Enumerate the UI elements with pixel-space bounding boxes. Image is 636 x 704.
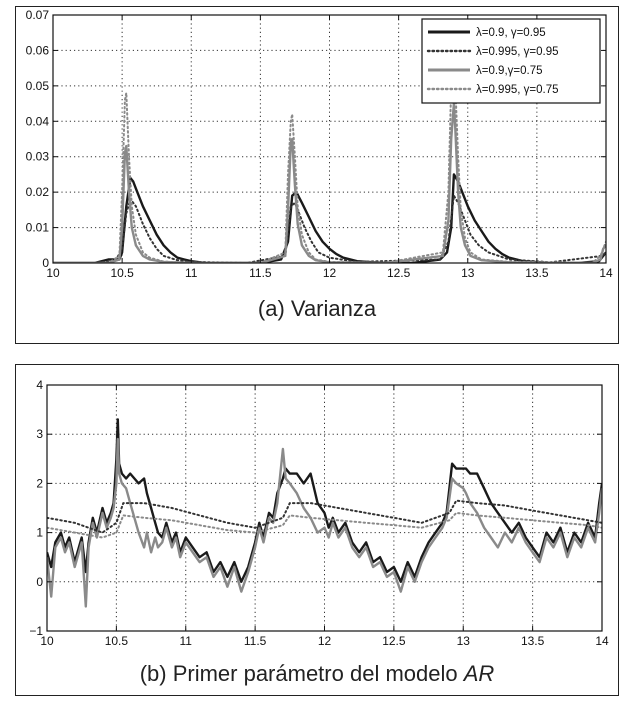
caption-text-b: Primer parámetro del modelo [172,661,458,686]
x-tick-label: 13 [457,634,471,648]
caption-tag-a: (a) [257,296,285,321]
x-tick-label: 13 [461,266,475,280]
x-tick-label: 12 [323,266,337,280]
chart-panel-variance: 10 10.5 11 11.5 12 12.5 13 13.5 14 0 0.01 0.02 0.03 0… [15,6,619,344]
y-tick-label: 0.05 [26,79,50,93]
y-tick-label: 2 [36,476,43,490]
x-tick-label: 13.5 [521,634,545,648]
legend: λ=0.9, γ=0.95 λ=0.995, γ=0.95 λ=0.9,γ=0.75… [421,18,601,104]
x-tick-label: 11 [180,634,193,648]
caption-text-a: Varianza [290,296,377,321]
y-tick-label: 0.06 [26,43,50,57]
chart-panel-ar-parameter: 10 10.5 11 11.5 12 12.5 13 13.5 14 −1 0 1 2 3 4 (b) Pr… [15,364,619,696]
y-tick-label: 1 [36,526,43,540]
y-tick-label: 0.02 [26,185,50,199]
variance-chart: 10 10.5 11 11.5 12 12.5 13 13.5 14 0 0.01 0.02 0.03 0… [26,8,613,280]
legend-label-3: λ=0.9,γ=0.75 [476,65,543,77]
x-tick-label: 13.5 [525,266,549,280]
x-tick-label: 12.5 [387,266,411,280]
legend-label-2: λ=0.995, γ=0.95 [476,46,558,58]
legend-label-1: λ=0.9, γ=0.95 [476,27,546,39]
x-tick-label: 12 [318,634,332,648]
series-line-3 [53,102,606,263]
x-tick-label: 11.5 [244,634,267,648]
y-tick-label: 0.01 [26,221,50,235]
x-tick-label: 10 [46,266,60,280]
series-line-4 [47,511,602,539]
series-line-3 [47,499,602,534]
y-tick-label: 4 [36,378,43,392]
y-tick-label: 0 [36,575,43,589]
x-tick-label: 14 [595,634,609,648]
series-line-4 [53,49,606,263]
series-line-1 [53,173,606,263]
series-line-2 [47,437,602,608]
chart-caption-a: (a) Varianza [16,296,618,322]
y-tick-label: 0.07 [26,8,50,22]
y-tick-label: 0.03 [26,150,50,164]
caption-tag-b: (b) [139,661,167,686]
x-tick-label: 11.5 [249,266,272,280]
x-tick-label: 10 [40,634,54,648]
y-tick-label: 0 [42,256,49,270]
y-tick-label: 0.04 [26,114,50,128]
caption-italic-b: AR [463,661,495,686]
x-tick-label: 11 [185,266,198,280]
legend-label-4: λ=0.995, γ=0.75 [476,84,558,96]
x-tick-label: 10.5 [105,634,129,648]
chart-caption-b: (b) Primer parámetro del modelo AR [16,661,618,687]
x-tick-label: 12.5 [382,634,406,648]
y-tick-label: −1 [29,624,43,638]
x-tick-label: 14 [599,266,613,280]
y-tick-label: 3 [36,427,43,441]
x-tick-label: 10.5 [110,266,134,280]
